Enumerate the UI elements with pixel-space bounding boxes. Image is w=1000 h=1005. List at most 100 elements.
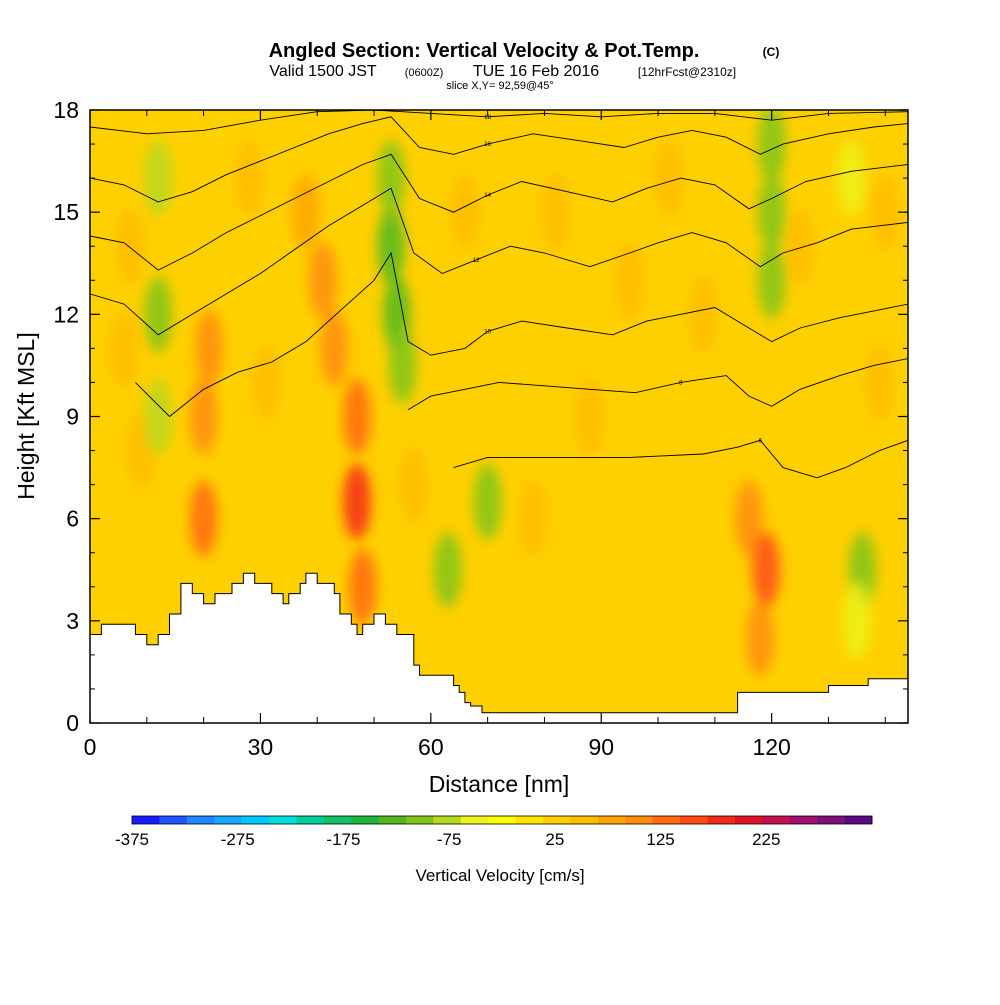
colorbar-tick-label: 225 [752,830,780,849]
valid-zulu-label: (0600Z) [405,67,444,79]
velocity-cell [110,310,139,387]
velocity-cell [189,378,218,455]
theta-contour-label: 18 [484,115,491,121]
colorbar-swatch [570,816,599,824]
colorbar-ticks: -375 -275 -175 -75 25 125 225 [115,830,780,849]
colorbar-swatch [817,816,845,824]
y-tick-label: 15 [53,199,79,225]
terrain [90,572,908,723]
velocity-cell [195,310,224,387]
velocity-cell [734,480,763,557]
theta-contour-label: 6 [759,438,763,444]
colorbar-swatch [296,816,325,824]
y-tick-label: 0 [66,710,79,736]
forecast-tag-label: [12hrFcst@2310z] [638,65,736,79]
colorbar-swatch [488,816,517,824]
velocity-cell [871,174,900,251]
colorbar-swatch [652,816,681,824]
colorbar-swatch [789,816,818,824]
y-tick-label: 6 [66,506,79,532]
velocity-cell [757,174,786,251]
velocity-cell [342,378,371,455]
theta-contour-label: 16 [484,142,491,148]
velocity-cell [473,463,502,540]
colorbar-swatch [159,816,188,824]
velocity-cell [144,140,173,217]
colorbar-swatch [515,816,544,824]
colorbar-swatch [241,816,270,824]
colorbar-swatch [378,816,407,824]
velocity-cell [252,344,281,421]
velocity-field [110,110,900,676]
y-axis: 0 3 6 9 12 15 18 [53,97,908,736]
colorbar-swatch [707,816,736,824]
x-axis-label: Distance [nm] [429,771,570,797]
velocity-cell [757,242,786,319]
velocity-cell [689,276,718,353]
y-axis-label: Height [Kft MSL] [13,332,39,499]
y-tick-label: 9 [66,404,79,430]
colorbar-tick-label: -375 [115,830,149,849]
slice-label: slice X,Y= 92,59@45° [446,80,554,92]
velocity-cell [377,140,406,217]
theta-contour-label: 12 [473,258,480,264]
x-axis: 0 30 60 90 120 [84,110,886,760]
velocity-cell [842,582,871,659]
theta-contour-line [453,439,908,479]
colorbar-tick-label: 25 [545,830,564,849]
colorbar-swatch [844,816,873,824]
velocity-cell [541,174,570,251]
colorbar-swatch [762,816,791,824]
y-tick-label: 12 [53,301,79,327]
velocity-cell [450,174,479,251]
velocity-cell [615,242,644,319]
theta-contour-line [90,116,908,203]
x-tick-label: 30 [248,734,274,760]
y-tick-label: 18 [53,97,79,123]
velocity-cell [348,548,377,625]
velocity-cell [837,140,866,217]
velocity-cell [865,344,894,421]
colorbar-swatch [433,816,462,824]
plot-area: 6 8 10 12 14 16 18 [90,110,908,723]
x-tick-label: 120 [752,734,790,760]
velocity-cell [320,310,349,387]
x-tick-label: 60 [418,734,444,760]
velocity-cell [308,242,337,319]
y-tick-label: 3 [66,608,79,634]
colorbar-swatch [543,816,571,824]
theta-contour-label: 14 [484,193,491,199]
colorbar-tick-label: -75 [437,830,462,849]
theta-contour-label: 10 [484,329,491,335]
theta-contour-line [90,110,908,135]
velocity-cell [235,140,264,217]
velocity-cell [291,174,320,251]
theta-contour-line [407,358,908,411]
chart-title-unit: (C) [763,45,780,59]
colorbar-swatch [214,816,243,824]
valid-time-label: Valid 1500 JST [269,63,377,80]
colorbar-tick-label: -175 [326,830,360,849]
velocity-cell [757,110,786,183]
velocity-cell [399,446,428,523]
colorbar-swatch [597,816,626,824]
colorbar-frame [131,815,873,825]
chart-title: Angled Section: Vertical Velocity & Pot.… [269,40,700,62]
colorbar-swatch [269,816,297,824]
colorbar-swatch [406,816,434,824]
theta-contour-line [90,187,908,336]
velocity-cell [115,208,144,285]
velocity-cell [144,276,173,353]
colorbar-swatch [734,816,763,824]
colorbar-tick-label: 125 [646,830,674,849]
velocity-cell [189,480,218,557]
colorbar-label: Vertical Velocity [cm/s] [415,866,584,885]
colorbar-swatch [323,816,352,824]
colorbar-tick-label: -275 [221,830,255,849]
colorbar-swatch [460,816,489,824]
velocity-cell [144,378,173,455]
theta-contour-label: 8 [679,380,683,386]
velocity-cell [519,480,548,557]
x-tick-label: 90 [588,734,614,760]
